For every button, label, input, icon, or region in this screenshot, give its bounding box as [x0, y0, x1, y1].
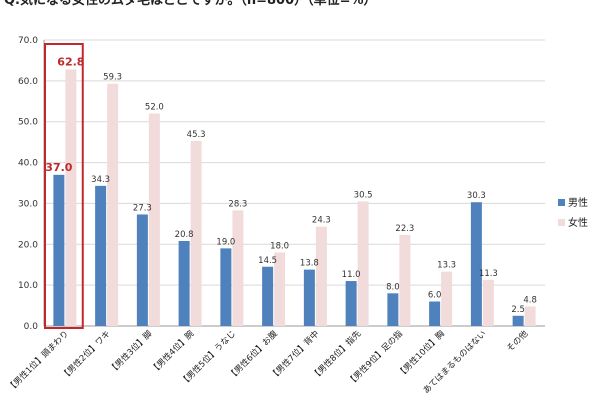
bar-female: [232, 210, 244, 326]
y-tick-label: 60.0: [18, 77, 38, 87]
value-label-male: 2.5: [511, 305, 525, 315]
value-label-male: 34.3: [91, 175, 110, 185]
value-label-female: 52.0: [145, 103, 164, 113]
highlight-box: [44, 43, 84, 329]
bar-male: [303, 269, 315, 326]
value-label-female: 45.3: [187, 130, 206, 140]
y-tick-label: 10.0: [18, 281, 38, 291]
category-label: 【男性1位】頭まわり: [5, 328, 71, 394]
value-label-female: 62.8: [57, 55, 84, 68]
legend-swatch: [558, 219, 565, 226]
bar-female: [148, 113, 160, 327]
bar-female: [399, 234, 411, 326]
value-label-male: 20.8: [175, 230, 194, 240]
value-label-male: 8.0: [386, 282, 400, 292]
bar-male: [387, 293, 399, 326]
y-tick-label: 50.0: [18, 118, 38, 128]
value-label-male: 27.3: [133, 203, 152, 213]
bars: [53, 69, 536, 327]
y-axis: 0.0 10.0 20.0 30.0 40.0 50.0 60.0 70.0: [18, 36, 45, 332]
legend-label: 男性: [568, 196, 588, 209]
y-tick-label: 40.0: [18, 159, 38, 169]
category-label: 【男性4位】腕: [149, 328, 197, 376]
value-label-male: 14.5: [258, 256, 277, 266]
category-label: その他: [504, 328, 530, 354]
value-label-female: 18.0: [270, 241, 289, 251]
value-label-male: 11.0: [342, 270, 361, 280]
bar-male: [95, 185, 107, 326]
bar-female: [357, 201, 369, 326]
highlight-group: [44, 43, 84, 329]
bar-male: [429, 301, 441, 326]
value-labels: 37.0 62.8 34.3 59.3 27.3 52.0 20.8 45.3 19.0 28.3…: [45, 55, 537, 314]
bar-female: [65, 69, 77, 326]
bar-female: [524, 306, 536, 326]
bar-male: [470, 202, 482, 326]
bar-female: [190, 140, 202, 326]
value-label-female: 11.3: [479, 269, 498, 279]
value-label-male: 13.8: [300, 259, 319, 269]
value-label-female: 22.3: [395, 224, 414, 234]
bar-male: [345, 281, 357, 326]
bar-male: [53, 174, 65, 326]
bar-male: [178, 241, 190, 326]
grid: [44, 39, 545, 327]
bar-female: [274, 252, 286, 326]
y-tick-label: 70.0: [18, 36, 38, 46]
category-label: 【男性3位】脚: [107, 328, 155, 376]
value-label-male: 30.3: [467, 191, 486, 201]
bar-male: [512, 315, 524, 326]
bar-male: [262, 266, 274, 326]
bar-female: [315, 226, 327, 326]
y-tick-label: 30.0: [18, 199, 38, 209]
bar-male: [220, 248, 232, 326]
bar-female: [441, 271, 453, 326]
value-label-female: 4.8: [523, 295, 537, 305]
value-label-female: 13.3: [437, 261, 456, 271]
value-label-male: 37.0: [45, 161, 72, 174]
value-label-female: 59.3: [103, 73, 122, 83]
bar-female: [482, 279, 494, 326]
value-label-female: 30.5: [354, 190, 373, 200]
value-label-male: 19.0: [216, 237, 235, 247]
y-tick-label: 0.0: [24, 322, 39, 332]
value-label-male: 6.0: [428, 290, 442, 300]
legend-swatch: [558, 199, 565, 206]
x-axis: 【男性1位】頭まわり【男性2位】ワキ【男性3位】脚【男性4位】腕【男性5位】うな…: [5, 328, 530, 396]
bar-female: [107, 83, 119, 327]
legend-label: 女性: [568, 216, 588, 229]
page-title: Q.気になる女性のムダ毛はどこですか。（n=800）（単位=%）: [4, 0, 377, 8]
y-tick-label: 20.0: [18, 240, 38, 250]
bar-male: [136, 214, 148, 326]
value-label-female: 28.3: [228, 199, 247, 209]
value-label-female: 24.3: [312, 216, 331, 226]
